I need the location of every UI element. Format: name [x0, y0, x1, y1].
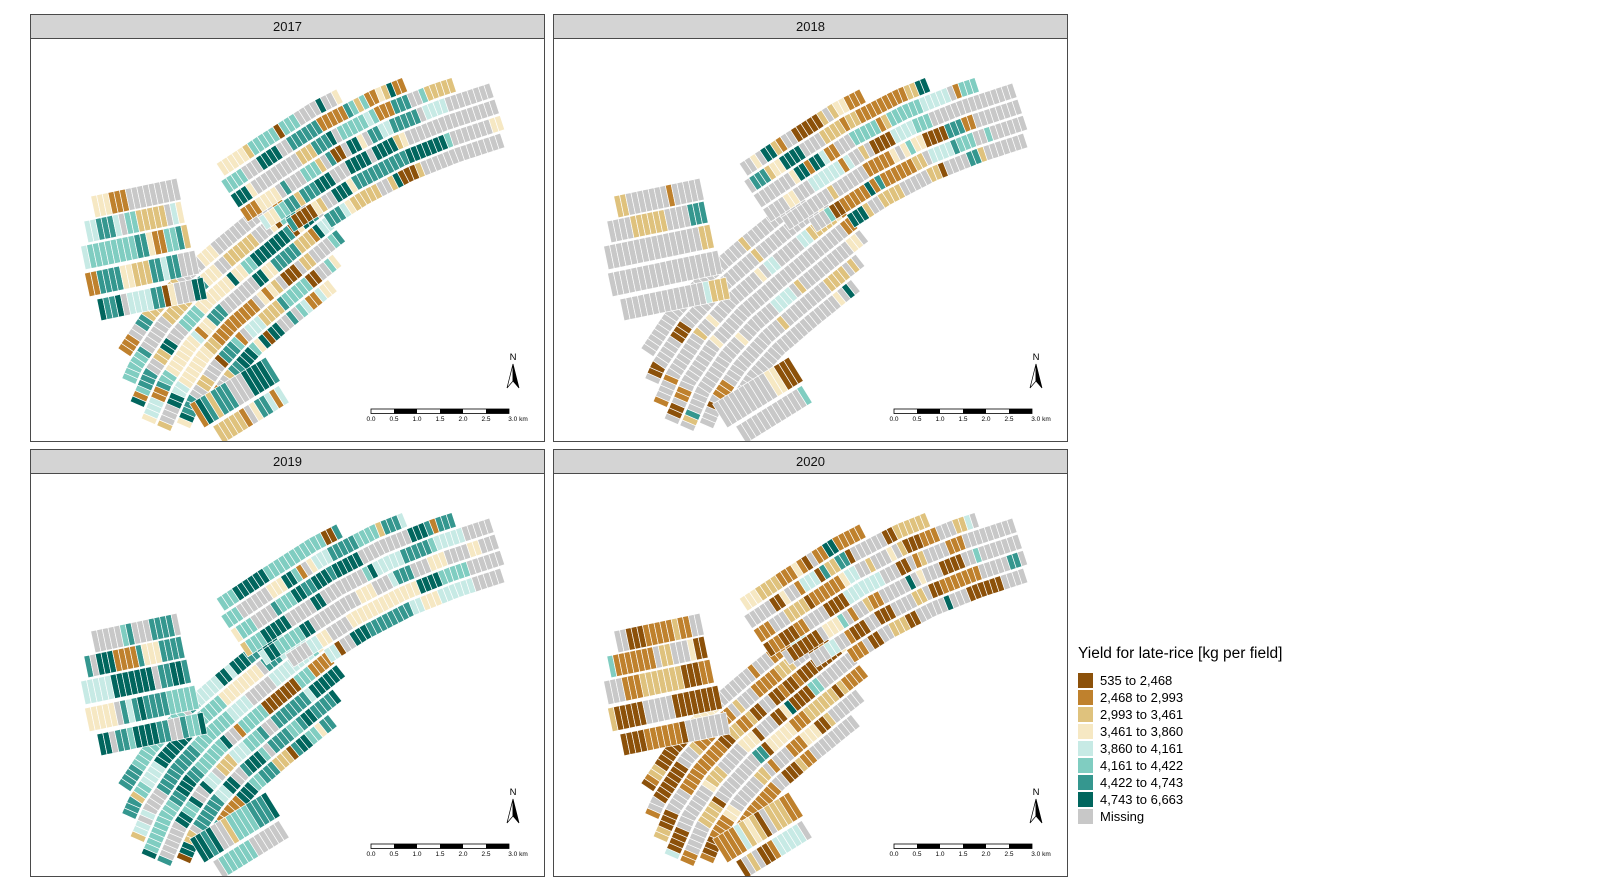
legend-swatch: [1078, 673, 1093, 688]
facet-2019: 2019 0.0 0.5 1.0 1.5 2.0 2.5 3.0 km N: [30, 449, 545, 877]
svg-text:2.0: 2.0: [458, 851, 467, 858]
svg-text:3.0 km: 3.0 km: [1031, 851, 1051, 858]
svg-text:0.0: 0.0: [889, 416, 898, 423]
facet-strip: 2020: [553, 449, 1068, 474]
legend-swatch: [1078, 809, 1093, 824]
legend-items: 535 to 2,468 2,468 to 2,993 2,993 to 3,461…: [1078, 673, 1282, 824]
facet-2020: 2020 0.0 0.5 1.0 1.5 2.0 2.5 3.0 km N: [553, 449, 1068, 877]
svg-text:2.5: 2.5: [1004, 416, 1013, 423]
field-polygons: [603, 77, 1029, 441]
legend-swatch: [1078, 741, 1093, 756]
north-arrow-icon: N: [1029, 787, 1043, 824]
facet-2018: 2018 0.0 0.5 1.0 1.5 2.0 2.5 3.0 km N: [553, 14, 1068, 442]
map-2017: 0.0 0.5 1.0 1.5 2.0 2.5 3.0 km N: [80, 77, 528, 441]
svg-text:2.0: 2.0: [981, 851, 990, 858]
svg-text:2.0: 2.0: [981, 416, 990, 423]
legend-label: 2,468 to 2,993: [1100, 690, 1184, 705]
svg-text:0.0: 0.0: [889, 851, 898, 858]
map-panel: 0.0 0.5 1.0 1.5 2.0 2.5 3.0 km N: [553, 474, 1068, 877]
legend-label: 3,461 to 3,860: [1100, 724, 1184, 739]
legend-item: 4,161 to 4,422: [1078, 758, 1282, 773]
legend: Yield for late-rice [kg per field] 535 t…: [1078, 645, 1282, 826]
facet-strip: 2019: [30, 449, 545, 474]
svg-text:1.0: 1.0: [412, 416, 421, 423]
legend-label: 4,743 to 6,663: [1100, 792, 1184, 807]
facet-title: 2017: [273, 19, 302, 34]
svg-text:0.5: 0.5: [912, 416, 921, 423]
legend-item: 535 to 2,468: [1078, 673, 1282, 688]
svg-text:1.0: 1.0: [935, 416, 944, 423]
legend-item: 2,993 to 3,461: [1078, 707, 1282, 722]
legend-item: 3,860 to 4,161: [1078, 741, 1282, 756]
svg-text:N: N: [1033, 352, 1040, 363]
figure-grid: 2017 0.0 0.5 1.0 1.5 2.0 2.5 3.0 km N 2018 0.0 0…: [30, 14, 1068, 877]
legend-label: 3,860 to 4,161: [1100, 741, 1184, 756]
svg-text:0.5: 0.5: [389, 851, 398, 858]
legend-label: Missing: [1100, 809, 1145, 824]
facet-title: 2020: [796, 454, 825, 469]
svg-text:0.5: 0.5: [912, 851, 921, 858]
map-panel: 0.0 0.5 1.0 1.5 2.0 2.5 3.0 km N: [30, 474, 545, 877]
map-2018: 0.0 0.5 1.0 1.5 2.0 2.5 3.0 km N: [603, 77, 1051, 441]
legend-swatch: [1078, 775, 1093, 790]
legend-item: 2,468 to 2,993: [1078, 690, 1282, 705]
legend-item: 4,422 to 4,743: [1078, 775, 1282, 790]
svg-text:3.0 km: 3.0 km: [1031, 416, 1051, 423]
svg-text:1.5: 1.5: [435, 851, 444, 858]
svg-text:0.0: 0.0: [366, 851, 375, 858]
map-panel: 0.0 0.5 1.0 1.5 2.0 2.5 3.0 km N: [553, 39, 1068, 442]
scale-bar: 0.0 0.5 1.0 1.5 2.0 2.5 3.0 km: [889, 408, 1051, 423]
map-panel: 0.0 0.5 1.0 1.5 2.0 2.5 3.0 km N: [30, 39, 545, 442]
map-2019: 0.0 0.5 1.0 1.5 2.0 2.5 3.0 km N: [80, 512, 528, 876]
svg-text:1.0: 1.0: [412, 851, 421, 858]
svg-text:N: N: [510, 787, 517, 798]
north-arrow-icon: N: [506, 352, 520, 389]
legend-label: 2,993 to 3,461: [1100, 707, 1184, 722]
scale-bar: 0.0 0.5 1.0 1.5 2.0 2.5 3.0 km: [366, 843, 528, 858]
facet-strip: 2018: [553, 14, 1068, 39]
legend-label: 535 to 2,468: [1100, 673, 1173, 688]
svg-text:2.5: 2.5: [481, 851, 490, 858]
svg-text:1.0: 1.0: [935, 851, 944, 858]
svg-text:1.5: 1.5: [958, 851, 967, 858]
legend-swatch: [1078, 724, 1093, 739]
legend-swatch: [1078, 758, 1093, 773]
legend-item: 3,461 to 3,860: [1078, 724, 1282, 739]
scale-bar: 0.0 0.5 1.0 1.5 2.0 2.5 3.0 km: [889, 843, 1051, 858]
map-2020: 0.0 0.5 1.0 1.5 2.0 2.5 3.0 km N: [603, 512, 1051, 876]
svg-text:N: N: [1033, 787, 1040, 798]
svg-text:N: N: [510, 352, 517, 363]
facet-title: 2019: [273, 454, 302, 469]
svg-text:2.5: 2.5: [1004, 851, 1013, 858]
svg-text:1.5: 1.5: [435, 416, 444, 423]
legend-swatch: [1078, 707, 1093, 722]
legend-item: 4,743 to 6,663: [1078, 792, 1282, 807]
north-arrow-icon: N: [1029, 352, 1043, 389]
facet-title: 2018: [796, 19, 825, 34]
field-polygons: [80, 512, 506, 876]
legend-label: 4,161 to 4,422: [1100, 758, 1184, 773]
svg-text:3.0 km: 3.0 km: [508, 416, 528, 423]
legend-swatch: [1078, 792, 1093, 807]
field-polygons: [603, 512, 1029, 876]
legend-label: 4,422 to 4,743: [1100, 775, 1184, 790]
svg-text:2.5: 2.5: [481, 416, 490, 423]
field-polygons: [80, 77, 506, 441]
svg-text:0.0: 0.0: [366, 416, 375, 423]
svg-text:3.0 km: 3.0 km: [508, 851, 528, 858]
facet-strip: 2017: [30, 14, 545, 39]
svg-text:2.0: 2.0: [458, 416, 467, 423]
legend-item: Missing: [1078, 809, 1282, 824]
north-arrow-icon: N: [506, 787, 520, 824]
scale-bar: 0.0 0.5 1.0 1.5 2.0 2.5 3.0 km: [366, 408, 528, 423]
svg-text:1.5: 1.5: [958, 416, 967, 423]
legend-title: Yield for late-rice [kg per field]: [1078, 645, 1283, 662]
facet-2017: 2017 0.0 0.5 1.0 1.5 2.0 2.5 3.0 km N: [30, 14, 545, 442]
svg-text:0.5: 0.5: [389, 416, 398, 423]
legend-swatch: [1078, 690, 1093, 705]
